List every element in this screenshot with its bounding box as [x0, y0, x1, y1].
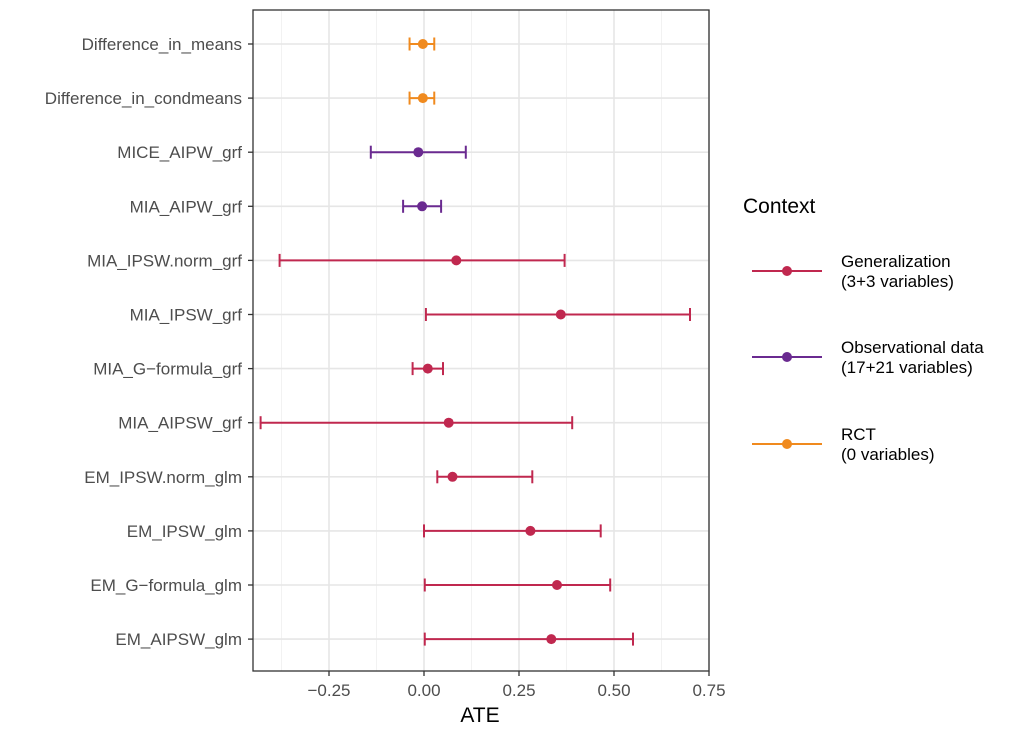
legend-entry-generalization: Generalization(3+3 variables): [752, 252, 954, 291]
y-tick-label: MIA_G−formula_grf: [93, 360, 242, 379]
estimate-point: [417, 201, 428, 212]
x-tick-label: −0.25: [307, 681, 350, 700]
y-tick-label: Difference_in_condmeans: [45, 89, 242, 108]
y-tick-label: MICE_AIPW_grf: [117, 143, 242, 162]
estimate-point: [555, 309, 566, 320]
y-tick-label: EM_IPSW_glm: [127, 522, 242, 541]
x-tick-label: 0.50: [597, 681, 630, 700]
legend-entry-rct: RCT(0 variables): [752, 425, 935, 464]
estimate-point: [451, 255, 462, 266]
legend-key-point: [782, 266, 792, 276]
legend-label-line1: RCT: [841, 425, 876, 444]
legend-entry-observational: Observational data(17+21 variables): [752, 338, 984, 377]
y-axis: Difference_in_means Difference_in_condmea…: [45, 35, 253, 649]
estimate-points: [413, 39, 566, 645]
estimate-point: [417, 93, 428, 104]
error-bar: [423, 578, 612, 592]
y-tick-label: MIA_IPSW_grf: [130, 306, 243, 325]
legend-title: Context: [743, 195, 816, 218]
estimate-point: [422, 363, 433, 374]
y-tick-label: EM_IPSW.norm_glm: [84, 468, 242, 487]
y-tick-label: MIA_AIPSW_grf: [118, 414, 242, 433]
y-tick-label: EM_AIPSW_glm: [115, 630, 242, 649]
x-tick-label: 0.75: [692, 681, 725, 700]
legend: Context Generalization(3+3 variables) Obs…: [743, 195, 984, 464]
estimate-point: [417, 39, 428, 49]
x-axis-title: ATE: [460, 704, 499, 727]
error-bar: [278, 253, 566, 267]
y-tick-label: EM_G−formula_glm: [90, 576, 242, 595]
x-tick-label: 0.00: [407, 681, 440, 700]
legend-label-line1: Observational data: [841, 338, 984, 357]
y-tick-label: MIA_AIPW_grf: [130, 197, 243, 216]
legend-key-point: [782, 352, 792, 362]
estimate-point: [443, 417, 454, 428]
estimate-point: [525, 525, 536, 536]
legend-label-line2: (3+3 variables): [841, 272, 954, 291]
y-tick-label: Difference_in_means: [82, 35, 242, 54]
plot-panel-border: [252, 9, 710, 672]
estimate-point: [413, 147, 424, 158]
legend-label-line2: (17+21 variables): [841, 358, 973, 377]
legend-label-line2: (0 variables): [841, 445, 935, 464]
y-tick-label: MIA_IPSW.norm_grf: [87, 251, 242, 270]
estimate-point: [552, 580, 562, 590]
legend-key-point: [782, 439, 792, 449]
error-bar: [423, 632, 634, 646]
legend-label-line1: Generalization: [841, 252, 951, 271]
x-tick-label: 0.25: [502, 681, 535, 700]
x-axis: −0.25 0.00 0.25 0.50 0.75: [307, 671, 726, 700]
error-bar: [259, 416, 574, 430]
error-bars: [259, 37, 691, 646]
error-bar: [423, 524, 602, 538]
estimate-point: [546, 634, 557, 645]
estimate-point: [447, 471, 458, 482]
